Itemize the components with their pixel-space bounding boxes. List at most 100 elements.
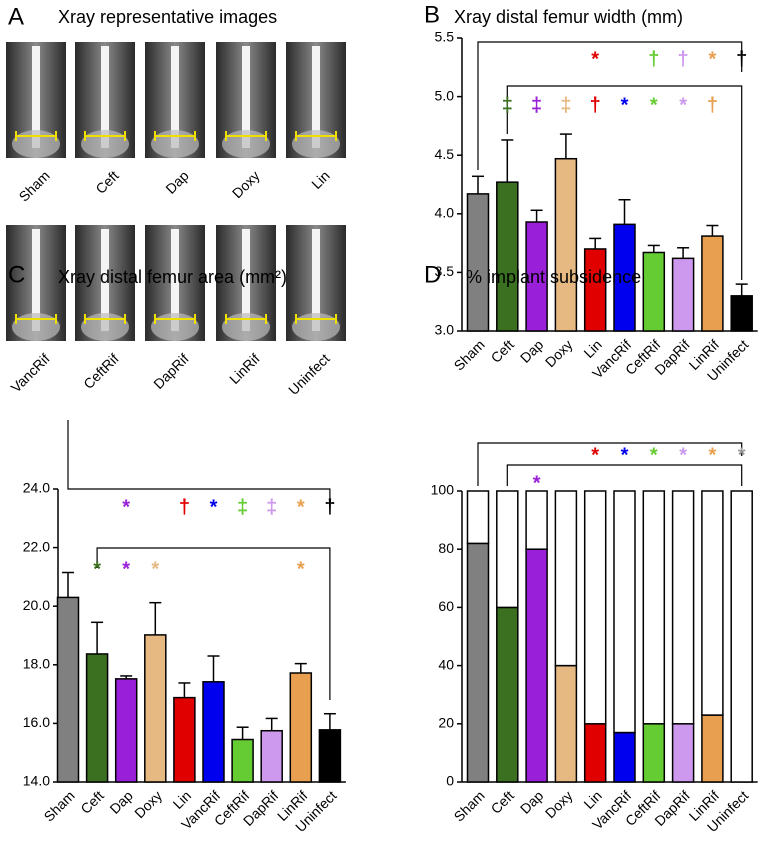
significance-marker: ‡ xyxy=(237,496,248,518)
bar-segment xyxy=(642,723,666,783)
y-tick-label: 20 xyxy=(438,715,454,731)
significance-marker: * xyxy=(738,444,746,466)
bar xyxy=(85,653,109,783)
bar-segment xyxy=(554,664,578,783)
significance-marker: * xyxy=(591,444,599,466)
panel-letter: C xyxy=(8,261,25,288)
implant xyxy=(171,229,179,331)
y-tick-label: 80 xyxy=(438,540,454,556)
bar-segment xyxy=(554,490,578,667)
y-tick-label: 5.5 xyxy=(435,29,455,45)
femur-head xyxy=(12,130,60,158)
significance-marker: * xyxy=(93,558,101,580)
bar xyxy=(613,223,636,332)
x-tick-label: Doxy xyxy=(542,787,576,821)
panel-title: Xray representative images xyxy=(58,7,277,27)
significance-bracket xyxy=(96,547,331,700)
significance-marker: * xyxy=(122,496,130,518)
x-tick-label: Ceft xyxy=(488,336,518,366)
y-tick-label: 14.0 xyxy=(23,773,50,789)
bar xyxy=(466,193,490,332)
significance-marker: * xyxy=(297,558,305,580)
significance-marker: † xyxy=(590,94,601,116)
significance-marker: * xyxy=(621,94,629,116)
image-label: Sham xyxy=(16,167,53,204)
femur-head xyxy=(81,130,129,158)
femur-head xyxy=(292,313,340,341)
significance-marker: † xyxy=(707,94,718,116)
significance-marker: * xyxy=(709,48,717,70)
bar-segment xyxy=(583,723,607,783)
bar xyxy=(114,678,138,783)
bar-segment xyxy=(701,490,724,716)
significance-marker: * xyxy=(151,558,159,580)
image-label: Uninfect xyxy=(285,350,333,398)
bar xyxy=(260,729,283,783)
implant xyxy=(101,229,109,331)
y-tick-label: 5.0 xyxy=(435,87,455,103)
bar xyxy=(144,634,167,783)
y-tick-label: 18.0 xyxy=(23,656,50,672)
significance-bracket xyxy=(477,442,743,486)
significance-marker: * xyxy=(650,94,658,116)
bar-segment xyxy=(613,731,636,783)
panel-title: % implant subsidence xyxy=(466,267,641,287)
significance-bracket xyxy=(506,464,743,486)
y-tick-label: 24.0 xyxy=(23,480,50,496)
bar-segment xyxy=(671,723,695,783)
image-label: LinRif xyxy=(226,350,263,387)
x-tick-label: Sham xyxy=(41,787,78,824)
significance-bracket xyxy=(67,420,331,500)
bar xyxy=(231,738,254,783)
panel-title: Xray distal femur area (mm²) xyxy=(58,267,287,287)
significance-marker: * xyxy=(709,444,717,466)
y-tick-label: 4.5 xyxy=(435,146,455,162)
bar xyxy=(701,235,724,332)
x-tick-label: Ceft xyxy=(77,787,107,817)
panel-title: Xray distal femur width (mm) xyxy=(454,7,683,27)
bar xyxy=(56,596,80,783)
x-tick-label: Dap xyxy=(517,787,547,817)
significance-bracket xyxy=(477,41,743,170)
significance-marker: * xyxy=(621,444,629,466)
y-tick-label: 100 xyxy=(431,482,455,498)
femur-head xyxy=(151,313,199,341)
significance-marker: * xyxy=(591,48,599,70)
implant xyxy=(312,46,320,148)
significance-marker: * xyxy=(650,444,658,466)
significance-marker: * xyxy=(297,496,305,518)
bar-segment xyxy=(466,490,490,545)
image-label: Dap xyxy=(162,167,192,197)
x-tick-label: Sham xyxy=(451,336,488,373)
significance-marker: ‡ xyxy=(266,496,277,518)
bar-segment xyxy=(701,714,724,783)
y-tick-label: 40 xyxy=(438,656,454,672)
significance-marker: * xyxy=(679,94,687,116)
image-label: CeftRif xyxy=(80,350,122,392)
bar-segment xyxy=(613,490,636,734)
implant xyxy=(171,46,179,148)
bar-segment xyxy=(583,490,607,725)
bar-segment xyxy=(642,490,666,725)
y-tick-label: 20.0 xyxy=(23,597,50,613)
significance-marker: † xyxy=(324,496,335,518)
bar-segment xyxy=(496,606,519,783)
x-tick-label: Doxy xyxy=(131,787,165,821)
implant xyxy=(242,46,250,148)
femur-head xyxy=(81,313,129,341)
significance-marker: ‡ xyxy=(502,94,513,116)
image-label: VancRif xyxy=(7,350,52,395)
bar xyxy=(525,221,548,332)
significance-marker: * xyxy=(210,496,218,518)
bar xyxy=(289,672,313,783)
y-tick-label: 4.0 xyxy=(435,205,455,221)
significance-marker: † xyxy=(179,496,190,518)
x-tick-label: Sham xyxy=(451,787,488,824)
bar-segment xyxy=(496,490,519,609)
bar-segment xyxy=(525,548,548,783)
significance-bracket xyxy=(506,85,743,280)
bar xyxy=(671,257,695,332)
bar-segment xyxy=(730,490,753,783)
image-label: Doxy xyxy=(229,167,263,201)
